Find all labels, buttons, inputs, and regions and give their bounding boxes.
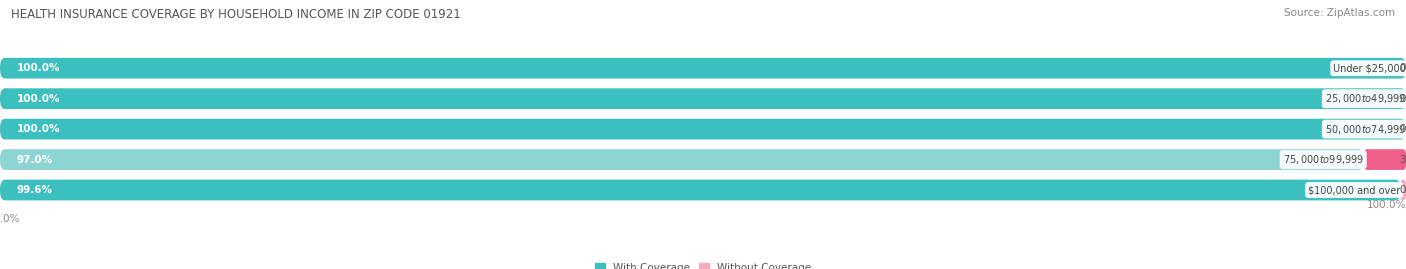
FancyBboxPatch shape (0, 149, 1364, 170)
FancyBboxPatch shape (0, 119, 1406, 139)
FancyBboxPatch shape (0, 180, 1406, 200)
Text: 100.0%: 100.0% (17, 94, 60, 104)
Text: 0.4%: 0.4% (1399, 185, 1406, 195)
Text: 0.0%: 0.0% (1399, 94, 1406, 104)
FancyBboxPatch shape (0, 58, 1406, 79)
FancyBboxPatch shape (0, 149, 1406, 170)
Text: $75,000 to $99,999: $75,000 to $99,999 (1282, 153, 1364, 166)
Text: 0.0%: 0.0% (1399, 124, 1406, 134)
Text: Under $25,000: Under $25,000 (1333, 63, 1406, 73)
Text: 97.0%: 97.0% (17, 155, 53, 165)
FancyBboxPatch shape (0, 88, 1406, 109)
Text: $25,000 to $49,999: $25,000 to $49,999 (1324, 92, 1406, 105)
Text: 3.0%: 3.0% (1399, 155, 1406, 165)
FancyBboxPatch shape (0, 119, 1406, 139)
Legend: With Coverage, Without Coverage: With Coverage, Without Coverage (591, 259, 815, 269)
Text: 100.0%: 100.0% (17, 124, 60, 134)
FancyBboxPatch shape (0, 180, 1400, 200)
Text: Source: ZipAtlas.com: Source: ZipAtlas.com (1284, 8, 1395, 18)
Text: 100.0%: 100.0% (17, 63, 60, 73)
FancyBboxPatch shape (0, 88, 1406, 109)
Text: 100.0%: 100.0% (1367, 200, 1406, 210)
FancyBboxPatch shape (0, 58, 1406, 79)
Text: 0.0%: 0.0% (1399, 63, 1406, 73)
Text: $100,000 and over: $100,000 and over (1308, 185, 1400, 195)
FancyBboxPatch shape (1364, 149, 1406, 170)
FancyBboxPatch shape (1400, 180, 1406, 200)
Text: 99.6%: 99.6% (17, 185, 53, 195)
Text: $50,000 to $74,999: $50,000 to $74,999 (1324, 123, 1406, 136)
Text: HEALTH INSURANCE COVERAGE BY HOUSEHOLD INCOME IN ZIP CODE 01921: HEALTH INSURANCE COVERAGE BY HOUSEHOLD I… (11, 8, 461, 21)
